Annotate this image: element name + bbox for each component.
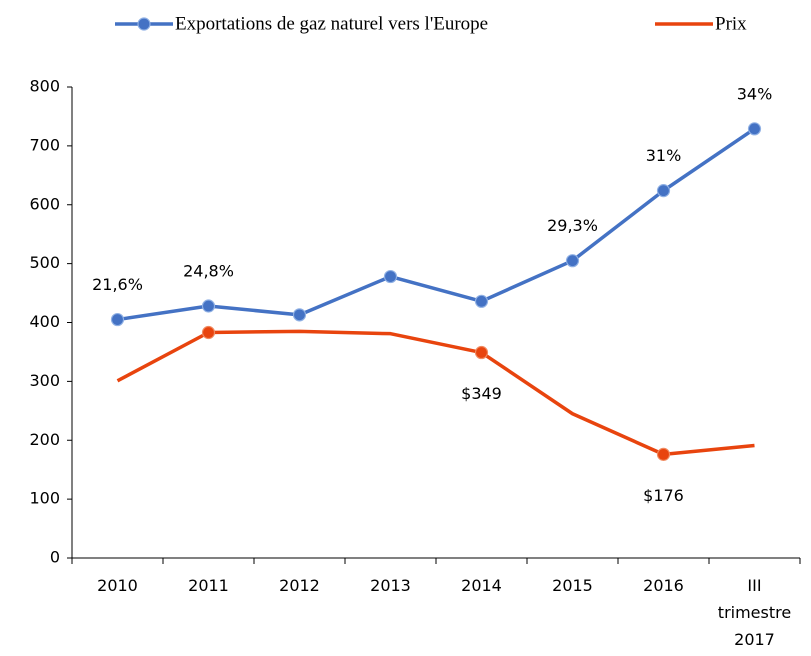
y-tick-label: 500: [29, 253, 60, 272]
point-marker: [201, 299, 216, 313]
annotation: 34%: [737, 84, 773, 103]
annotation: 24,8%: [183, 262, 234, 281]
x-tick-label: 2013: [370, 576, 411, 595]
legend-marker: [137, 17, 151, 31]
point-marker: [474, 345, 489, 360]
y-tick-label: 600: [29, 194, 60, 213]
point-marker: [201, 325, 216, 340]
x-tick-label: 2012: [279, 576, 320, 595]
point-marker: [747, 122, 762, 136]
y-tick-label: 700: [29, 135, 60, 154]
x-tick-label: 2010: [97, 576, 138, 595]
x-tick-label: 2011: [188, 576, 229, 595]
legend-label: Prix: [715, 13, 747, 34]
annotation: 21,6%: [92, 275, 143, 294]
point-marker: [383, 269, 398, 284]
point-marker: [110, 312, 125, 327]
y-tick-label: 0: [50, 548, 60, 567]
data-label: $349: [461, 384, 502, 403]
point-marker: [292, 308, 307, 322]
series-line: [116, 329, 755, 457]
x-tick-label: III trimestre 2017: [717, 576, 792, 649]
annotation: 31%: [646, 146, 682, 165]
data-label: $176: [643, 486, 684, 505]
x-tick-label: 2015: [552, 576, 593, 595]
y-tick-label: 400: [29, 312, 60, 331]
y-tick-label: 300: [29, 371, 60, 390]
point-marker: [565, 254, 580, 268]
y-tick-label: 200: [29, 430, 60, 449]
point-marker: [656, 184, 671, 198]
point-marker: [656, 447, 671, 461]
x-tick-label: 2016: [643, 576, 684, 595]
point-marker: [474, 294, 489, 308]
x-tick-label: 2014: [461, 576, 502, 595]
y-tick-label: 800: [29, 77, 60, 96]
series-line: [117, 127, 756, 322]
y-tick-label: 100: [29, 489, 60, 508]
annotation: 29,3%: [547, 216, 598, 235]
legend-label: Exportations de gaz naturel vers l'Europ…: [175, 13, 488, 34]
